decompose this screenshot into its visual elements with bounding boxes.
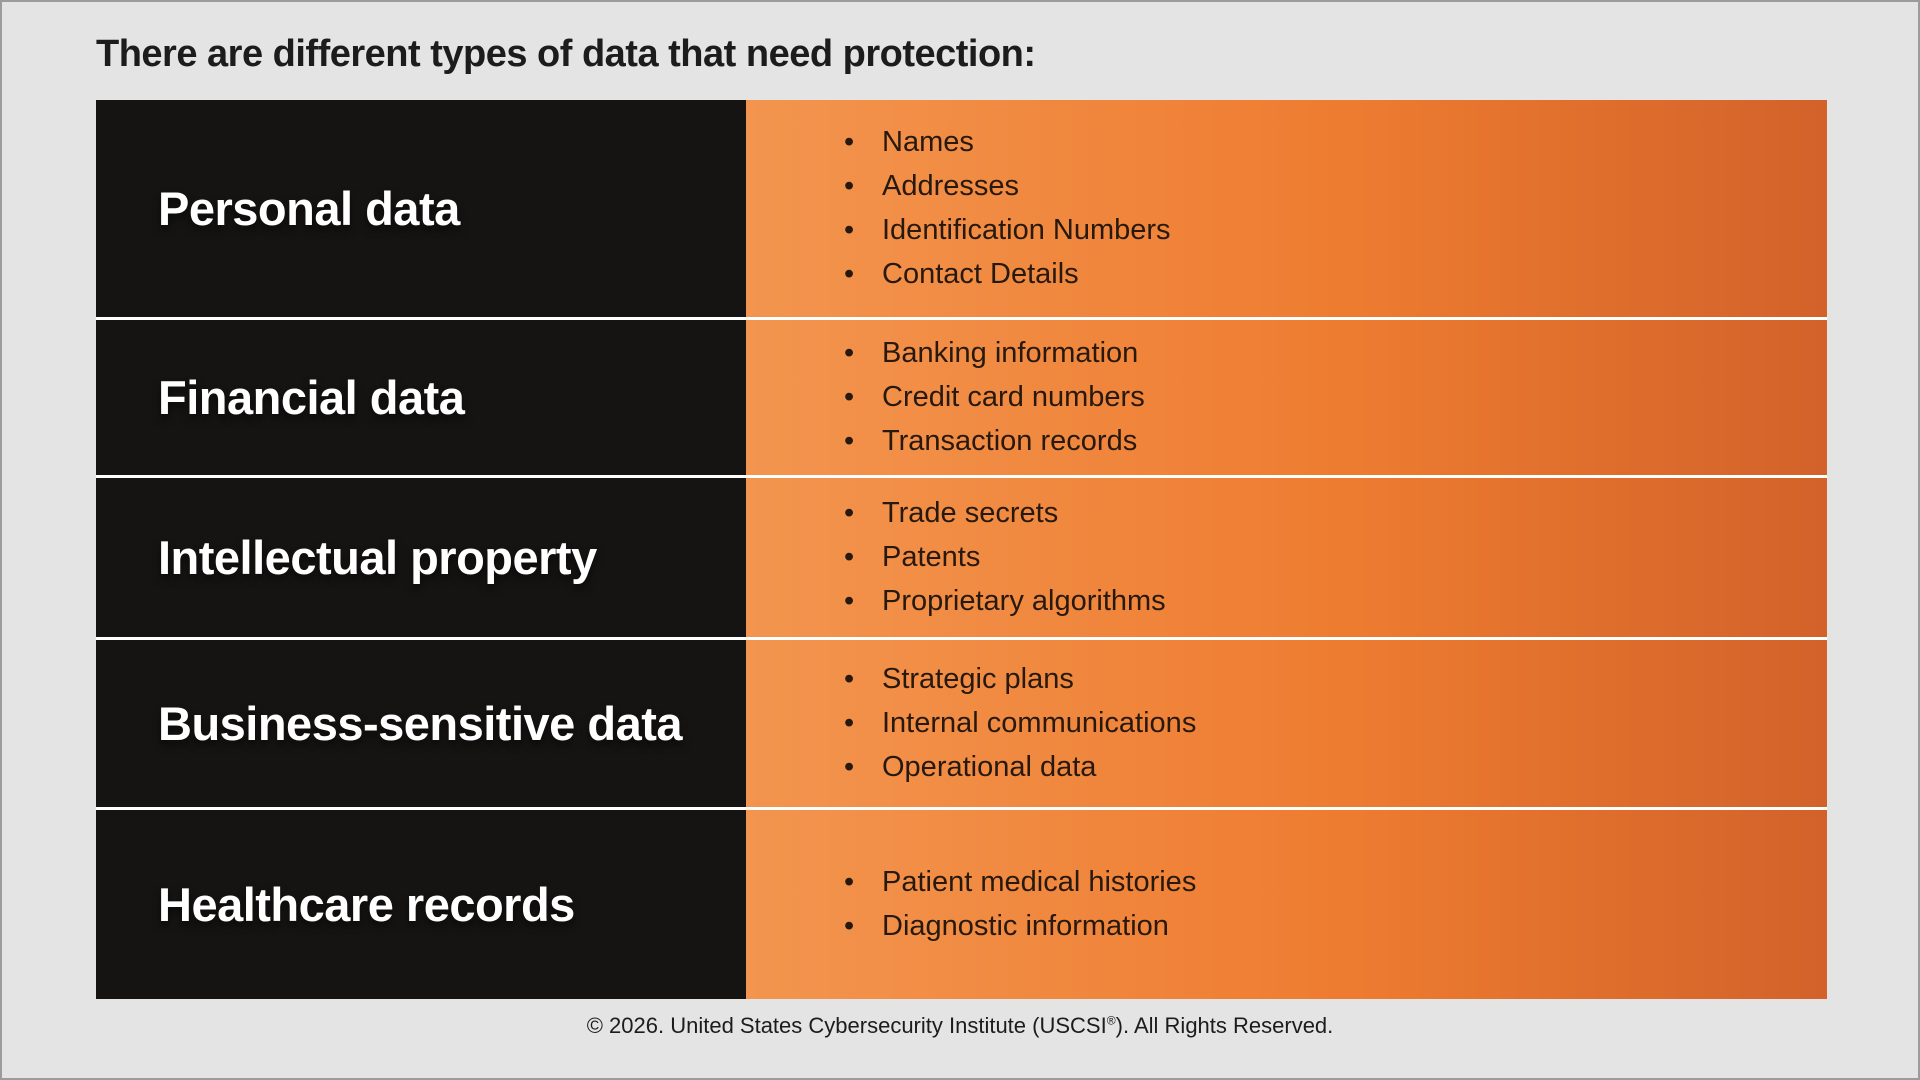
registered-trademark-symbol: ® bbox=[1106, 1013, 1116, 1028]
items-list: Banking information Credit card numbers … bbox=[746, 331, 1145, 463]
table-row-personal-data: Personal data Names Addresses Identifica… bbox=[96, 99, 1827, 317]
list-item: Strategic plans bbox=[844, 657, 1196, 701]
list-item: Banking information bbox=[844, 331, 1145, 375]
category-cell: Healthcare records bbox=[96, 809, 746, 999]
copyright-footer: © 2026. United States Cybersecurity Inst… bbox=[2, 1013, 1918, 1039]
list-item: Trade secrets bbox=[844, 491, 1166, 535]
list-item: Credit card numbers bbox=[844, 375, 1145, 419]
list-item: Proprietary algorithms bbox=[844, 579, 1166, 623]
table-row-intellectual-property: Intellectual property Trade secrets Pate… bbox=[96, 474, 1827, 637]
items-cell: Names Addresses Identification Numbers C… bbox=[746, 99, 1827, 317]
list-item: Names bbox=[844, 120, 1171, 164]
items-list: Trade secrets Patents Proprietary algori… bbox=[746, 491, 1166, 623]
data-types-table: Personal data Names Addresses Identifica… bbox=[96, 99, 1827, 999]
category-label: Intellectual property bbox=[158, 530, 597, 584]
items-cell: Strategic plans Internal communications … bbox=[746, 639, 1827, 807]
items-list: Patient medical histories Diagnostic inf… bbox=[746, 860, 1196, 948]
list-item: Diagnostic information bbox=[844, 904, 1196, 948]
table-row-business-sensitive-data: Business-sensitive data Strategic plans … bbox=[96, 636, 1827, 807]
list-item: Contact Details bbox=[844, 252, 1171, 296]
list-item: Operational data bbox=[844, 745, 1196, 789]
category-label: Financial data bbox=[158, 370, 465, 424]
list-item: Internal communications bbox=[844, 701, 1196, 745]
list-item: Addresses bbox=[844, 164, 1171, 208]
copyright-text: © 2026. United States Cybersecurity Inst… bbox=[586, 1012, 1107, 1038]
category-label: Personal data bbox=[158, 181, 460, 235]
list-item: Transaction records bbox=[844, 419, 1145, 463]
category-cell: Business-sensitive data bbox=[96, 639, 746, 807]
list-item: Patient medical histories bbox=[844, 860, 1196, 904]
page-title: There are different types of data that n… bbox=[96, 33, 1036, 75]
category-cell: Personal data bbox=[96, 99, 746, 317]
items-cell: Patient medical histories Diagnostic inf… bbox=[746, 809, 1827, 999]
items-list: Strategic plans Internal communications … bbox=[746, 657, 1196, 789]
category-label: Business-sensitive data bbox=[158, 696, 683, 750]
category-cell: Intellectual property bbox=[96, 477, 746, 637]
items-list: Names Addresses Identification Numbers C… bbox=[746, 120, 1171, 296]
list-item: Patents bbox=[844, 535, 1166, 579]
items-cell: Trade secrets Patents Proprietary algori… bbox=[746, 477, 1827, 637]
category-cell: Financial data bbox=[96, 319, 746, 475]
category-label: Healthcare records bbox=[158, 877, 575, 931]
list-item: Identification Numbers bbox=[844, 208, 1170, 252]
items-cell: Banking information Credit card numbers … bbox=[746, 319, 1827, 475]
table-row-financial-data: Financial data Banking information Credi… bbox=[96, 316, 1827, 475]
table-row-healthcare-records: Healthcare records Patient medical histo… bbox=[96, 806, 1827, 999]
copyright-text-suffix: ). All Rights Reserved. bbox=[1115, 1012, 1334, 1038]
